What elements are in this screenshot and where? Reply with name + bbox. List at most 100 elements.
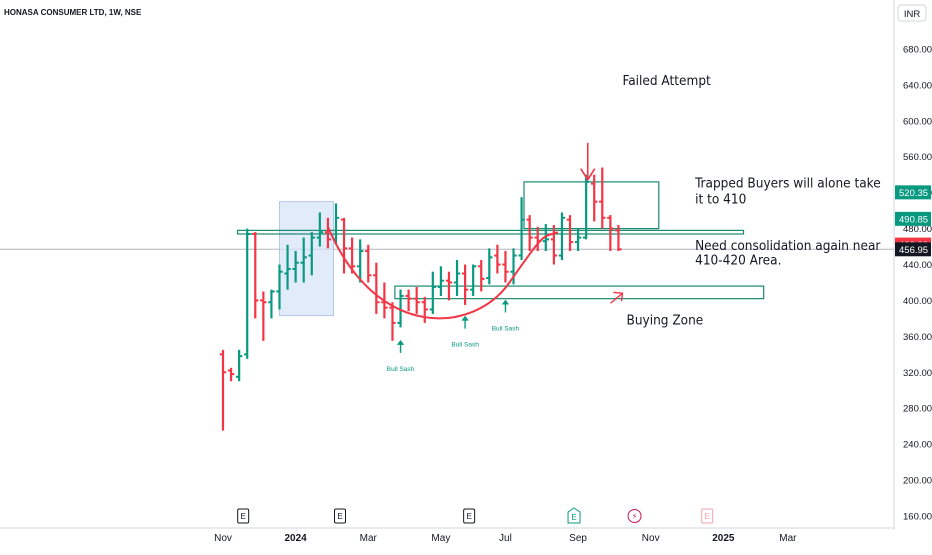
ohlc-bar — [566, 215, 574, 252]
ohlc-bar — [429, 271, 437, 314]
time-tick-label: May — [431, 533, 450, 544]
ohlc-bar — [405, 289, 412, 312]
time-tick-label: 2024 — [285, 533, 308, 544]
ohlc-bar — [219, 349, 227, 431]
zone-failed-attempt-box — [523, 181, 660, 230]
ohlc-bar — [599, 167, 606, 229]
bull-arrow-head — [461, 315, 469, 321]
annotation-text: Trapped Buyers will alone take — [694, 175, 881, 191]
ohlc-bar — [373, 262, 380, 314]
annotation-text: Failed Attempt — [622, 73, 711, 89]
ohlc-bar — [284, 244, 291, 290]
event-marker-earnings[interactable]: E — [237, 508, 250, 524]
earnings-future-icon — [701, 508, 714, 524]
price-tick-label: 640.00 — [903, 80, 932, 91]
annotation-text: Buying Zone — [627, 313, 704, 329]
price-badge[interactable]: 456.95 — [895, 242, 931, 257]
bull-signal: Bull Sash — [387, 340, 415, 373]
ohlc-bar — [252, 232, 259, 319]
zones-layer — [236, 181, 765, 317]
ohlc-bars-layer — [219, 167, 622, 431]
ohlc-bar — [397, 289, 404, 328]
ohlc-bar — [494, 244, 501, 274]
currency-button-box[interactable] — [897, 4, 927, 22]
price-tick-label: 560.00 — [903, 152, 932, 163]
event-marker-earnings[interactable]: E — [334, 508, 347, 524]
ohlc-bar — [276, 264, 283, 310]
annotation-text: Need consolidation again near — [695, 238, 880, 254]
annotation-text: it to 410 — [695, 191, 746, 207]
bull-signal-label: Bull Sash — [387, 366, 415, 373]
ohlc-bar — [356, 239, 364, 283]
time-tick-label: Nov — [642, 533, 660, 544]
time-tick-label: 2025 — [712, 533, 735, 544]
ohlc-bar — [445, 271, 453, 301]
price-badge-box — [895, 242, 931, 257]
ohlc-bar — [268, 289, 275, 319]
price-badge[interactable]: 520.35 — [895, 185, 931, 200]
price-tick-label: 600.00 — [903, 116, 932, 127]
ohlc-bar — [300, 237, 307, 283]
ohlc-bar — [235, 349, 243, 382]
event-symbol: E — [705, 512, 710, 521]
bull-signal: Bull Sash — [492, 299, 520, 332]
bull-arrow-head — [397, 340, 404, 346]
ohlc-bar — [478, 260, 485, 292]
ohlc-bar — [574, 228, 582, 252]
zone-buying-zone — [394, 285, 765, 300]
ohlc-bar — [421, 296, 428, 323]
event-marker-dividend[interactable]: ⚡ — [627, 509, 642, 523]
cup-curve — [326, 226, 559, 320]
events-layer: E E E E ⚡ E — [237, 507, 714, 524]
bull-signal-label: Bull Sash — [451, 342, 479, 349]
buying-zone-arrow-head — [613, 291, 624, 302]
time-tick-label: Nov — [214, 533, 232, 544]
price-badge[interactable]: 490.85 — [895, 211, 931, 226]
ohlc-bar — [591, 174, 598, 222]
dividend-icon — [627, 509, 642, 523]
price-tick-label: 680.00 — [903, 44, 932, 55]
time-tick-label: Mar — [779, 533, 797, 544]
event-marker-earnings-future[interactable]: E — [701, 508, 714, 524]
ohlc-bar — [582, 174, 590, 240]
ohlc-bar — [292, 251, 299, 283]
down-arrow-head — [580, 168, 596, 182]
event-symbol: ⚡ — [632, 512, 638, 521]
price-tick-label: 240.00 — [903, 440, 932, 451]
time-tick-label: Mar — [360, 533, 378, 544]
currency-button[interactable]: INR — [897, 4, 927, 22]
buying-zone-arrow-shaft — [610, 292, 623, 304]
time-tick-label: Jul — [499, 533, 512, 544]
price-badge-label: 490.85 — [899, 214, 928, 225]
price-tick-label: 320.00 — [903, 368, 932, 379]
ohlc-bar — [389, 302, 396, 341]
ohlc-bar — [244, 228, 251, 359]
price-badge-box — [895, 185, 931, 200]
grid-layer — [0, 0, 895, 530]
event-symbol: E — [241, 512, 246, 521]
ohlc-bar — [437, 266, 445, 296]
ohlc-bar — [453, 260, 461, 296]
ohlc-bar — [518, 197, 525, 261]
ohlc-bar — [486, 248, 493, 285]
ohlc-bar — [558, 212, 566, 261]
annotations-layer: Failed Attempt Trapped Buyers will alone … — [387, 73, 881, 373]
earnings-up-icon — [567, 507, 581, 524]
event-symbol: E — [571, 513, 576, 522]
ohlc-bar — [413, 286, 420, 314]
ohlc-bar — [615, 225, 622, 252]
ohlc-bar — [550, 225, 558, 265]
event-marker-earnings[interactable]: E — [463, 508, 476, 524]
price-badge-box — [895, 211, 931, 226]
ohlc-bar — [227, 367, 235, 382]
annotation-text: 410-420 Area. — [695, 253, 781, 269]
currency-label: INR — [904, 9, 921, 20]
time-tick-label: Sep — [569, 533, 587, 544]
time-axis: Nov 2024 Mar May Jul Sep Nov 2025 Mar — [214, 533, 797, 544]
event-marker-earnings-up[interactable]: E — [567, 507, 581, 524]
price-badge-label: 520.35 — [899, 188, 928, 199]
ohlc-bar — [260, 291, 267, 341]
zone-resistance — [236, 229, 745, 235]
